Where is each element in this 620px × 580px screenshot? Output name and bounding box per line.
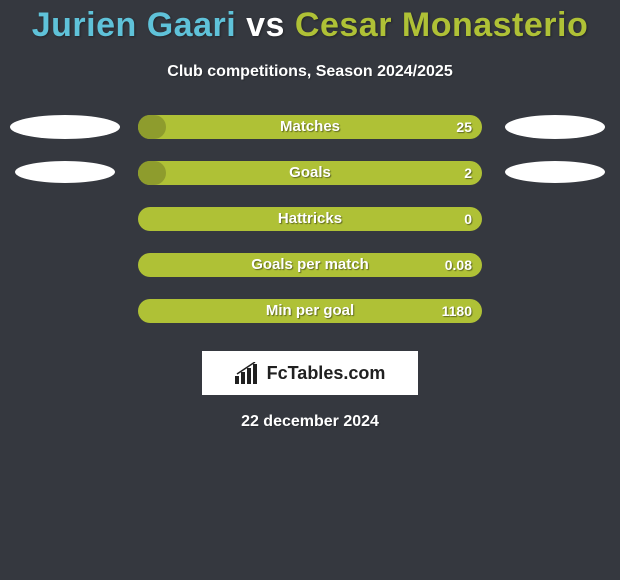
title-vs: vs <box>246 6 285 44</box>
bar-hattricks-label: Hattricks <box>138 207 482 231</box>
brand-logo-text: FcTables.com <box>267 363 386 384</box>
bar-goals: Goals 2 <box>138 161 482 185</box>
bar-matches-fill <box>138 115 166 139</box>
title-player-a: Jurien Gaari <box>32 6 236 44</box>
bar-goals-per-match: Goals per match 0.08 <box>138 253 482 277</box>
bar-min-per-goal: Min per goal 1180 <box>138 299 482 323</box>
player-a-avatar-col <box>0 115 130 183</box>
player-a-ellipse-2 <box>15 161 115 183</box>
bar-min-per-goal-value: 1180 <box>442 299 472 323</box>
bar-goals-per-match-label: Goals per match <box>138 253 482 277</box>
bar-goals-fill <box>138 161 166 185</box>
comparison-chart: Matches 25 Goals 2 Hattricks 0 Goals per… <box>0 115 620 323</box>
subtitle: Club competitions, Season 2024/2025 <box>0 63 620 81</box>
bar-chart-icon <box>235 362 261 384</box>
comparison-card: Jurien Gaari vs Cesar Monasterio Club co… <box>0 0 620 580</box>
bars-group: Matches 25 Goals 2 Hattricks 0 Goals per… <box>138 115 482 323</box>
bar-goals-per-match-value: 0.08 <box>445 253 472 277</box>
bar-min-per-goal-label: Min per goal <box>138 299 482 323</box>
title-player-b: Cesar Monasterio <box>295 6 588 44</box>
bar-matches-value: 25 <box>456 115 472 139</box>
player-b-ellipse-2 <box>505 161 605 183</box>
bar-matches-label: Matches <box>138 115 482 139</box>
date-text: 22 december 2024 <box>0 413 620 431</box>
bar-goals-label: Goals <box>138 161 482 185</box>
player-b-ellipse-1 <box>505 115 605 139</box>
bar-matches: Matches 25 <box>138 115 482 139</box>
bar-hattricks: Hattricks 0 <box>138 207 482 231</box>
page-title: Jurien Gaari vs Cesar Monasterio <box>0 0 620 45</box>
player-a-ellipse-1 <box>10 115 120 139</box>
bar-hattricks-value: 0 <box>464 207 472 231</box>
bar-goals-value: 2 <box>464 161 472 185</box>
brand-logo: FcTables.com <box>202 351 418 395</box>
player-b-avatar-col <box>490 115 620 183</box>
